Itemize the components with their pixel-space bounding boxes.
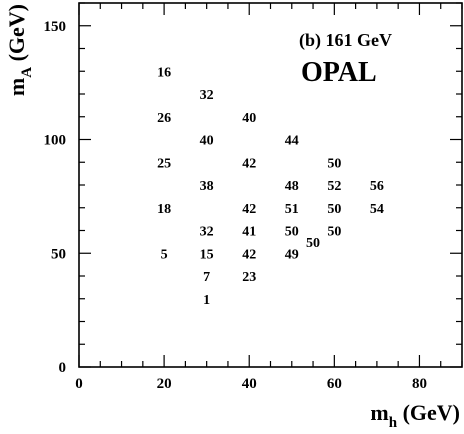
data-label: 15 <box>200 247 214 262</box>
data-label: 56 <box>370 179 384 194</box>
data-label: 23 <box>242 270 256 285</box>
data-label: 50 <box>306 236 320 251</box>
data-label: 42 <box>242 156 256 171</box>
x-axis-main: m <box>370 400 388 425</box>
plot-frame <box>78 2 463 368</box>
data-label: 48 <box>285 179 299 194</box>
axis-ticks <box>78 2 463 368</box>
x-tick-label: 60 <box>327 376 342 392</box>
x-axis-sub: h <box>389 415 398 431</box>
data-label: 1 <box>203 293 210 308</box>
data-label: 51 <box>285 202 299 217</box>
data-label: 7 <box>203 270 210 285</box>
data-label: 26 <box>157 111 171 126</box>
data-label: 42 <box>242 202 256 217</box>
data-label: 52 <box>327 179 341 194</box>
data-label: 54 <box>370 202 384 217</box>
y-axis-main: m <box>4 78 29 96</box>
y-axis-sub: A <box>19 67 35 78</box>
x-tick-label: 40 <box>242 376 257 392</box>
data-label: 50 <box>327 225 341 240</box>
experiment-label: OPAL <box>301 57 377 88</box>
data-label: 40 <box>242 111 256 126</box>
x-tick-label: 0 <box>75 376 83 392</box>
data-label: 44 <box>285 134 299 149</box>
y-tick-label: 0 <box>59 360 67 376</box>
data-label: 42 <box>242 247 256 262</box>
x-tick-label: 80 <box>412 376 427 392</box>
data-label: 5 <box>161 247 168 262</box>
data-label: 38 <box>200 179 214 194</box>
data-label: 32 <box>200 88 214 103</box>
data-label: 25 <box>157 156 171 171</box>
data-label: 32 <box>200 225 214 240</box>
y-axis-unit: (GeV) <box>4 4 29 67</box>
y-tick-label: 50 <box>51 246 66 262</box>
x-axis-title: mh (GeV) <box>370 400 460 431</box>
data-label: 18 <box>157 202 171 217</box>
data-label: 41 <box>242 225 256 240</box>
data-label: 40 <box>200 134 214 149</box>
y-axis-title: mA (GeV) <box>4 4 35 96</box>
data-label: 50 <box>327 202 341 217</box>
y-tick-label: 100 <box>44 133 67 149</box>
y-tick-label: 150 <box>44 19 67 35</box>
data-label: 16 <box>157 65 171 80</box>
x-axis-unit: (GeV) <box>397 400 460 425</box>
data-label: 50 <box>327 156 341 171</box>
panel-label: (b) 161 GeV <box>299 30 392 51</box>
data-label: 50 <box>285 225 299 240</box>
data-label: 49 <box>285 247 299 262</box>
x-tick-label: 20 <box>157 376 172 392</box>
